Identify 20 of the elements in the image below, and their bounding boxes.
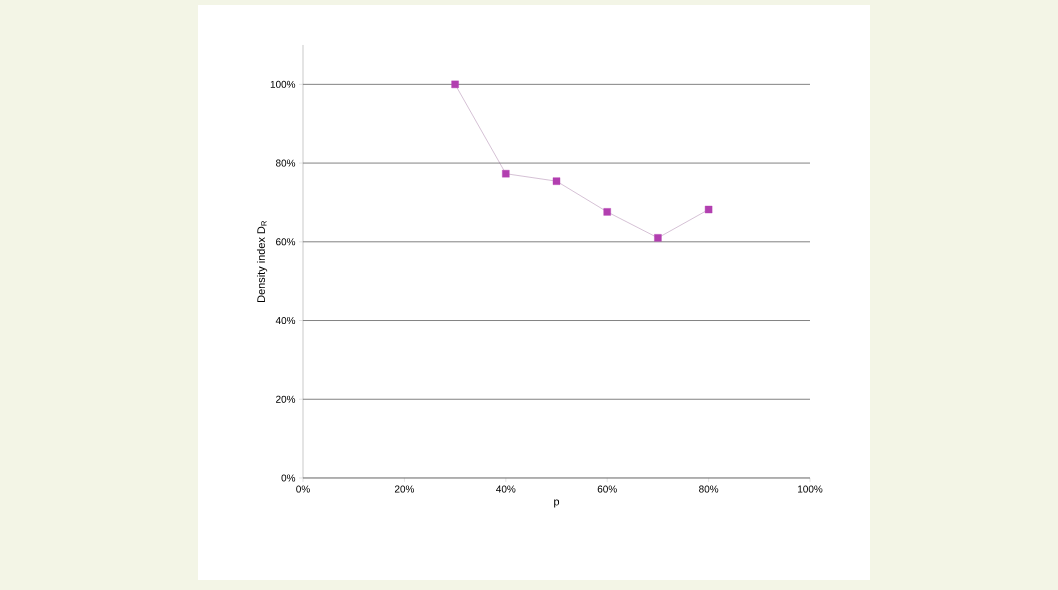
x-tick-label: 0% xyxy=(296,485,310,493)
y-tick-label: 100% xyxy=(270,80,296,88)
x-tick-label: 40% xyxy=(496,485,516,493)
y-tick-label: 20% xyxy=(276,395,296,403)
point xyxy=(654,234,662,242)
x-tick-label: 80% xyxy=(699,485,719,493)
x-tick-label: 20% xyxy=(394,485,415,493)
point xyxy=(603,208,611,216)
y-tick-label: 60% xyxy=(276,238,296,246)
point xyxy=(704,205,713,214)
y-tick-label: 0% xyxy=(281,474,296,482)
point xyxy=(552,177,561,185)
x-tick-label: 100% xyxy=(798,485,823,493)
x-axis-title: p xyxy=(554,499,560,508)
y-tick-label: 40% xyxy=(275,317,296,325)
point xyxy=(502,170,510,178)
point xyxy=(451,80,459,89)
y-tick-label: 80% xyxy=(275,159,296,167)
x-tick-label: 60% xyxy=(597,485,617,493)
y-axis-title: Density index D$_{R}$ xyxy=(256,220,268,302)
